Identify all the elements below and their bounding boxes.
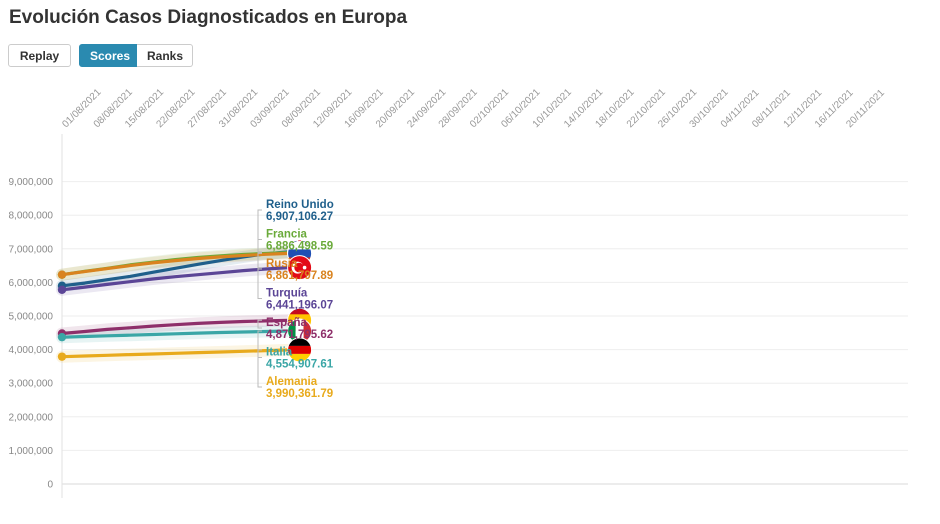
series-name-label: Alemania	[266, 376, 318, 388]
series-start-point	[57, 352, 67, 361]
series-value-label: 6,907,106.27	[266, 211, 333, 223]
replay-button[interactable]: Replay	[8, 44, 71, 67]
series-start-point	[57, 270, 67, 279]
series-name-label: España	[266, 317, 308, 329]
series-name-label: Rusia	[266, 258, 298, 270]
series-line	[61, 348, 289, 359]
series-flags	[287, 239, 313, 363]
series-name-label: Francia	[266, 229, 308, 241]
label-connector	[257, 330, 262, 358]
series-line	[61, 251, 289, 277]
y-tick-label: 6,000,000	[9, 278, 54, 289]
label-connector	[257, 239, 262, 254]
y-tick-label: 1,000,000	[9, 446, 54, 457]
mode-controls: Replay Scores Ranks	[8, 44, 193, 67]
label-connector	[257, 349, 262, 388]
series-value-label: 3,990,361.79	[266, 388, 333, 400]
y-tick-label: 2,000,000	[9, 412, 54, 423]
label-connector	[257, 319, 262, 329]
grid	[62, 181, 908, 485]
y-tick-label: 7,000,000	[9, 244, 54, 255]
label-connector	[257, 209, 262, 253]
series-line	[61, 318, 289, 336]
y-tick-label: 8,000,000	[9, 211, 54, 222]
series-line	[61, 329, 289, 339]
series-start-point	[57, 285, 67, 294]
scores-button[interactable]: Scores	[79, 44, 137, 67]
y-tick-label: 9,000,000	[9, 177, 54, 188]
series-value-label: 6,441,196.07	[266, 300, 333, 312]
germany-flag-icon	[287, 337, 313, 363]
ranks-button[interactable]: Ranks	[137, 44, 193, 67]
series-start-point	[57, 332, 67, 342]
label-connector	[257, 267, 262, 299]
turkey-flag-icon	[287, 255, 313, 281]
y-axis: 0 1,000,000 2,000,000 3,000,000 4,000,000 5,0…	[9, 134, 63, 498]
x-axis: 01/08/202108/08/202115/08/202122/08/2021…	[60, 87, 887, 130]
page-title: Evolución Casos Diagnosticados en Europa	[9, 7, 408, 28]
series-value-label: 6,886,498.59	[266, 241, 333, 253]
series-value-label: 4,871,795.62	[266, 329, 333, 341]
series-value-label: 6,861,797.89	[266, 270, 333, 282]
series-line	[61, 266, 289, 292]
y-tick-label: 4,000,000	[9, 345, 54, 356]
series-name-label: Turquía	[266, 288, 308, 300]
series-lines	[57, 250, 289, 361]
series-name-label: Italia	[266, 347, 293, 359]
series-value-label: 4,554,907.61	[266, 359, 334, 371]
y-tick-label: 3,000,000	[9, 379, 54, 390]
series-name-label: Reino Unido	[266, 199, 334, 211]
label-connector	[257, 252, 262, 270]
y-tick-label: 5,000,000	[9, 312, 54, 323]
y-tick-label: 0	[47, 480, 53, 491]
